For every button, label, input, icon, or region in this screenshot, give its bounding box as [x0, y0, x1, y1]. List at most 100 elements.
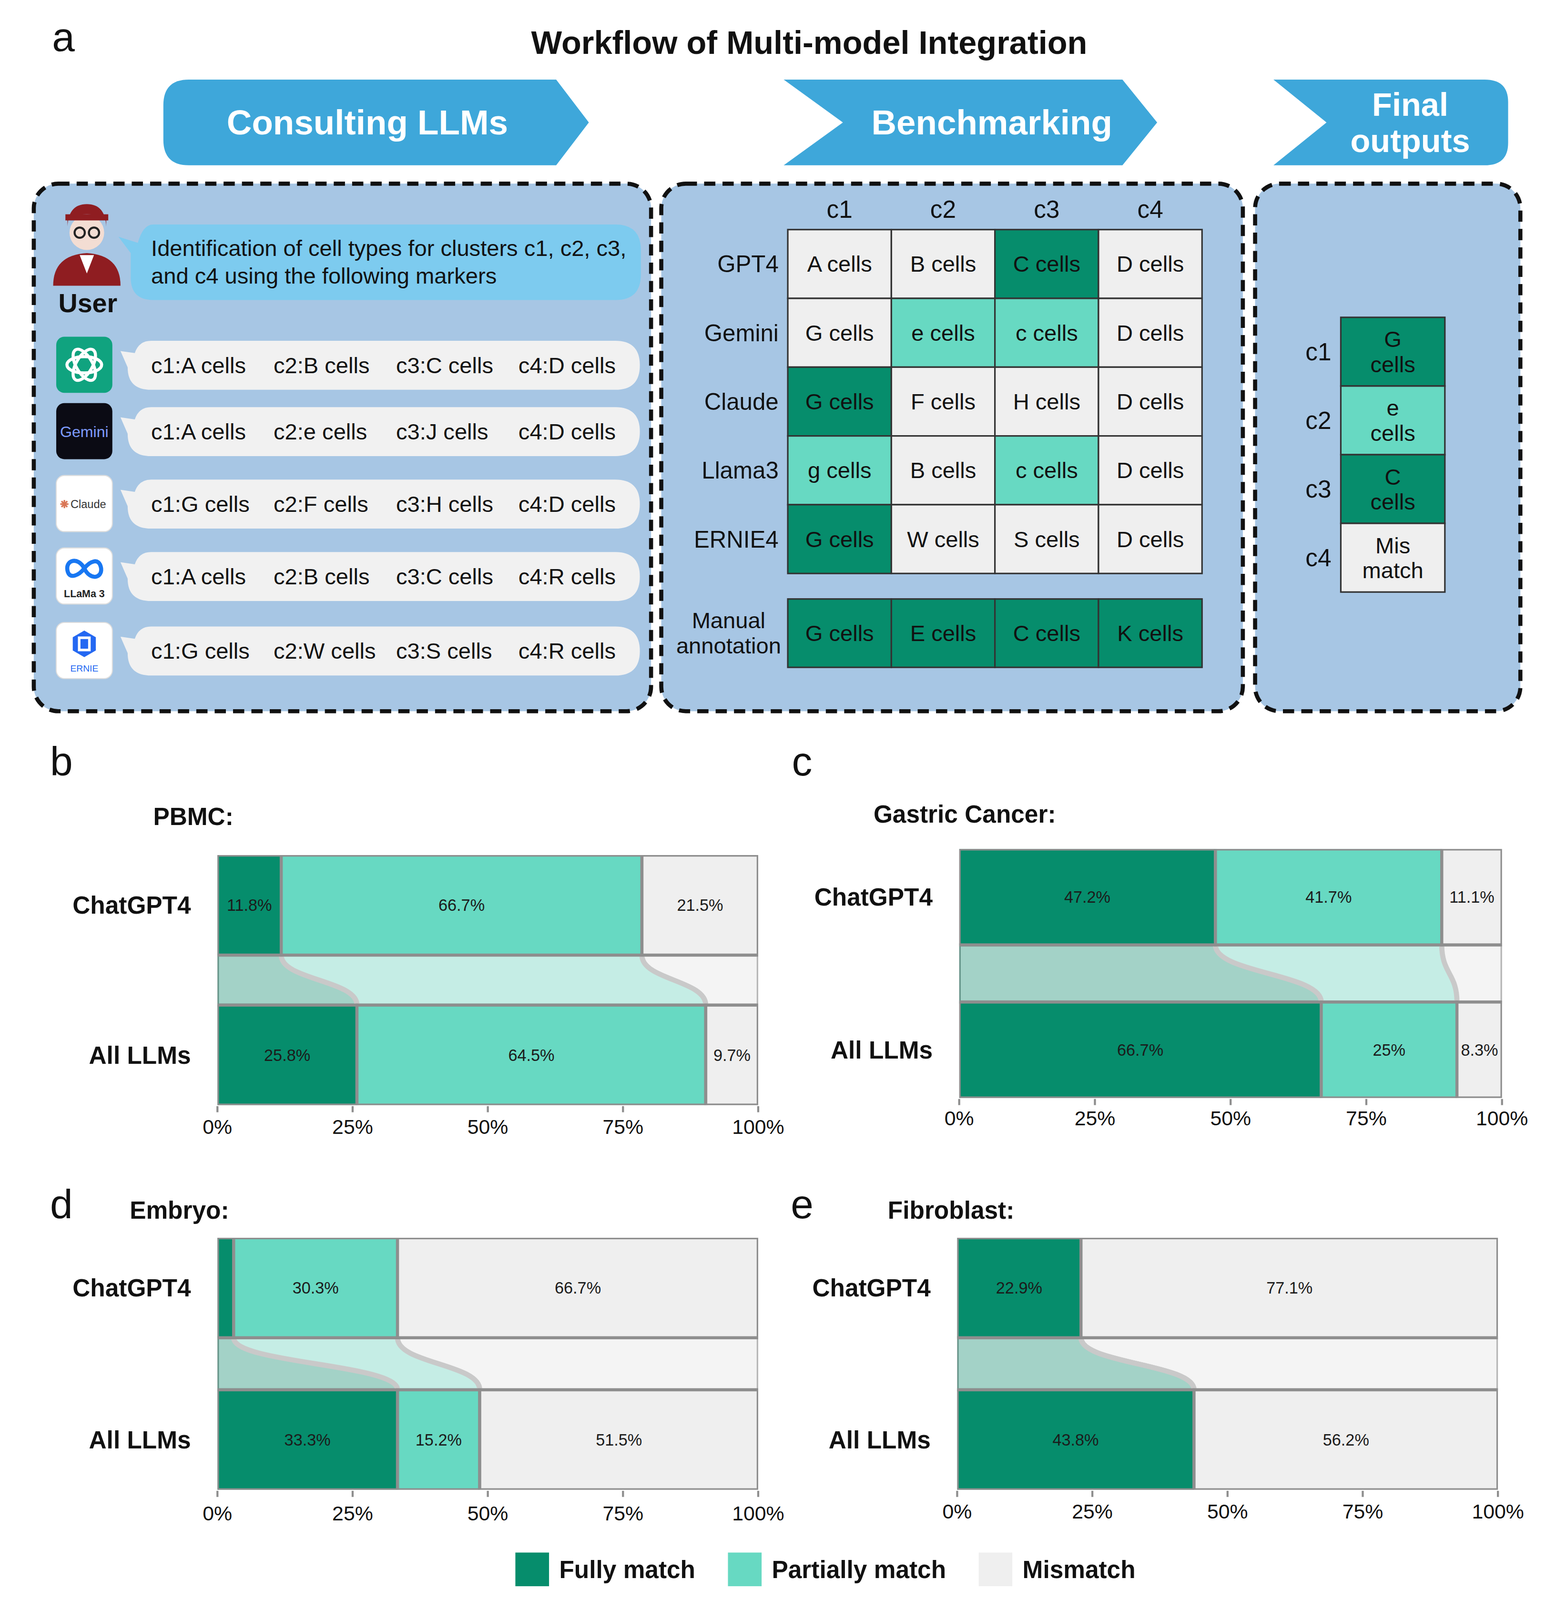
answer-text: c2:e cells [273, 418, 367, 445]
legend-label: Fully match [559, 1555, 695, 1584]
data-label: 11.1% [1449, 887, 1495, 906]
cell-text: D cells [1116, 457, 1184, 483]
table-cell [1098, 504, 1202, 574]
model-icon [72, 630, 96, 658]
table-cell [891, 504, 995, 574]
bar-segment: Partially match [281, 854, 642, 956]
user-icon [65, 214, 109, 221]
cell-text: D cells [1116, 526, 1184, 552]
model-icon [56, 548, 113, 605]
tick-label: 100% [732, 1501, 784, 1525]
row-label: Gemini [704, 319, 779, 346]
panel-letter: b [50, 738, 73, 784]
table-cell [995, 504, 1099, 574]
tick-label: 25% [1071, 1499, 1113, 1523]
text-line: outputs [1350, 122, 1470, 160]
data-label: 21.5% [676, 895, 723, 915]
final-cell [1340, 386, 1445, 455]
tick [1226, 1490, 1229, 1497]
answer-text: c4:R cells [518, 638, 616, 664]
step-arrow [783, 79, 1158, 166]
cell-text: c cells [1015, 457, 1079, 483]
data-label: 15.2% [415, 1430, 462, 1449]
chart-panel: bPBMC:Fully matchPartially matchMismatch… [50, 738, 785, 1138]
cluster-label: c1 [1305, 337, 1332, 366]
user-label: User [58, 288, 118, 318]
bar-segment: Fully match [956, 1389, 1194, 1490]
cell-text: c cells [1015, 320, 1079, 346]
cell-text: S cells [1013, 526, 1080, 552]
row-label: GPT4 [717, 250, 779, 277]
answer-text: c3:S cells [396, 638, 493, 664]
column-head: c1 [826, 195, 853, 224]
cell-text: A cells [807, 251, 873, 277]
row-label: ERNIE4 [693, 526, 779, 553]
cell-text: B cells [910, 457, 977, 483]
flow-ribbon [397, 1337, 759, 1390]
bar-segment: Partially match [397, 1389, 480, 1490]
model-icon-label: ERNIE [70, 663, 99, 674]
flow-ribbon [1080, 1337, 1498, 1390]
answer-text: c3:H cells [396, 491, 494, 517]
bar-segment: Partially match [356, 1005, 706, 1106]
step-box [1255, 183, 1521, 712]
answer-text: c4:R cells [518, 563, 616, 590]
data-label: 30.3% [292, 1278, 339, 1297]
text-line: G [1383, 326, 1402, 352]
tick-label: 50% [1210, 1106, 1252, 1130]
tick [958, 1098, 961, 1106]
final-cell [1340, 523, 1445, 592]
tick [757, 1106, 760, 1113]
tick-label: 100% [732, 1115, 784, 1139]
tick [621, 1106, 624, 1113]
table-cell [891, 436, 995, 505]
cell-text: W cells [906, 526, 980, 552]
table-cell [787, 436, 892, 505]
table-cell [995, 298, 1099, 367]
tick [216, 1490, 219, 1497]
category-label: All LLMs [828, 1425, 931, 1454]
chart-panel: cGastric Cancer:Fully matchPartially mat… [792, 738, 1529, 1130]
data-label: 64.5% [508, 1046, 555, 1065]
data-label: 56.2% [1322, 1430, 1370, 1449]
answer-text: c2:B cells [273, 563, 370, 590]
column-head: c3 [1033, 195, 1060, 224]
answer-bubble [120, 340, 641, 390]
data-label: 43.8% [1052, 1430, 1099, 1449]
table-cell [995, 436, 1099, 505]
table-cell [1098, 366, 1202, 436]
table-cell [1098, 599, 1202, 668]
table-cell [995, 366, 1099, 436]
tick-label: 25% [1074, 1106, 1116, 1130]
legend-swatch [515, 1552, 550, 1587]
tick-label: 100% [1475, 1106, 1528, 1130]
table-cell [787, 298, 892, 367]
answer-text: c3:C cells [396, 352, 494, 378]
answer-text: c3:J cells [396, 418, 489, 445]
step-title: Consulting LLMs [226, 102, 509, 142]
data-label: 25.8% [264, 1046, 311, 1065]
table-cell [1098, 298, 1202, 367]
bar-segment: Fully match [217, 1389, 398, 1490]
table-cell [787, 229, 892, 299]
text-line: Mis [1375, 532, 1411, 558]
flow-boundary [1080, 1337, 1194, 1390]
cell-text: H cells [1013, 388, 1081, 415]
column-head: c2 [930, 195, 957, 224]
tick [486, 1490, 489, 1497]
text-line: e [1386, 395, 1400, 421]
answer-bubble [120, 479, 641, 529]
user-icon [69, 215, 105, 251]
cluster-label: c2 [1305, 406, 1332, 435]
plot-marks: Fully matchPartially matchMismatchFully … [217, 1237, 759, 1490]
model-icon [61, 501, 68, 508]
table-cell [995, 229, 1099, 299]
text-line: match [1362, 557, 1424, 583]
table-cell [891, 229, 995, 299]
cluster-label: c3 [1305, 475, 1332, 503]
step-box [661, 183, 1243, 712]
model-icon [67, 560, 102, 578]
cell-text: K cells [1117, 620, 1184, 646]
chart-title: Fibroblast: [887, 1196, 1015, 1224]
final-cell [1340, 317, 1445, 387]
